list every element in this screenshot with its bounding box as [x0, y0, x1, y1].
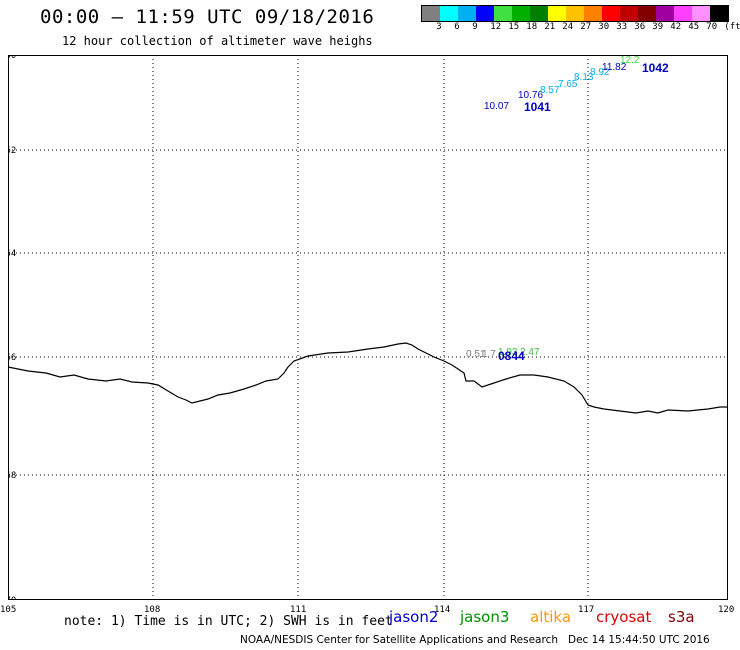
legend-swatch [476, 6, 494, 21]
swh-value: 11.82 [602, 62, 627, 73]
legend-label: 24 [562, 22, 574, 32]
legend-swatch [548, 6, 566, 21]
legend-swatch [602, 6, 620, 21]
longitude-label: 111 [290, 605, 307, 615]
swh-value: 1.7 [482, 349, 496, 360]
antarctic-coastline [8, 342, 728, 414]
legend-label: 70 [706, 22, 718, 32]
swh-value: 8.92 [590, 67, 610, 78]
legend-label: 6 [454, 22, 460, 32]
map-canvas: -60 -62 -64 -66 -68 -70 10.07 10.768.577.658.1… [8, 55, 728, 600]
longitude-label: 105 [0, 605, 17, 615]
legend-label: 12 [490, 22, 502, 32]
satellite-legend-item: altika [530, 608, 572, 626]
track-time-label: 1042 [642, 61, 669, 75]
swh-value: 8.57 [540, 85, 560, 96]
swh-value: 0.51 [466, 349, 486, 360]
swh-value: 2.47 [520, 347, 540, 358]
legend-label: 15 [508, 22, 520, 32]
swh-value: 12.2 [620, 55, 640, 66]
credit-text: NOAA/NESDIS Center for Satellite Applica… [240, 634, 710, 646]
swh-value: 10.07 [484, 101, 509, 112]
legend-swatch [440, 6, 458, 21]
latitude-label: -70 [8, 596, 16, 600]
satellite-legend-item: s3a [668, 608, 695, 626]
color-legend-bar [421, 5, 729, 22]
latitude-label: -64 [8, 249, 16, 259]
swh-value: 1.93 [498, 347, 518, 358]
map-frame [8, 55, 728, 600]
satellite-legend-item: jason3 [460, 608, 510, 626]
latitude-label: -66 [8, 353, 16, 363]
legend-label: 21 [544, 22, 556, 32]
legend-label: 33 [616, 22, 628, 32]
legend-label: 36 [634, 22, 646, 32]
legend-label: 39 [652, 22, 664, 32]
legend-swatch [692, 6, 710, 21]
graticule: -60 -62 -64 -66 -68 -70 [8, 55, 728, 600]
swh-values: 10.0710.768.577.658.138.9211.8212.20.511… [466, 55, 669, 363]
legend-swatch [530, 6, 548, 21]
longitude-label: 108 [144, 605, 161, 615]
longitude-label: 114 [434, 605, 451, 615]
legend-label: 42 [670, 22, 682, 32]
swh-value: 8.13 [574, 72, 594, 83]
legend-swatch [584, 6, 602, 21]
legend-swatch [458, 6, 476, 21]
legend-label: 3 [436, 22, 442, 32]
longitude-label: 120 [718, 605, 735, 615]
legend-swatch [566, 6, 584, 21]
legend-swatch [710, 6, 728, 21]
swh-value: 10.76 [518, 90, 543, 101]
legend-label: (ft) [724, 22, 740, 32]
legend-swatch [422, 6, 440, 21]
satellite-legend-item: cryosat [596, 608, 652, 626]
swh-value: 7.65 [558, 79, 578, 90]
legend-swatch [620, 6, 638, 21]
satellite-legend-item: jason2 [389, 608, 439, 626]
map-area: -60 -62 -64 -66 -68 -70 10.07 10.768.577.658.1… [8, 55, 728, 600]
legend-swatch [656, 6, 674, 21]
latitude-label: -68 [8, 471, 16, 481]
legend-swatch [638, 6, 656, 21]
latitude-label: -60 [8, 55, 16, 61]
legend-label: 30 [598, 22, 610, 32]
legend-label: 18 [526, 22, 538, 32]
legend-swatch [674, 6, 692, 21]
legend-label: 27 [580, 22, 592, 32]
legend-swatch [512, 6, 530, 21]
track-time-label: 1041 [524, 100, 551, 114]
note-text: note: 1) Time is in UTC; 2) SWH is in fe… [64, 614, 393, 629]
map-subtitle: 12 hour collection of altimeter wave hei… [62, 34, 373, 48]
track-time-label: 0844 [498, 349, 525, 363]
latitude-label: -62 [8, 146, 16, 156]
legend-swatch [494, 6, 512, 21]
map-title: 00:00 – 11:59 UTC 09/18/2016 [40, 6, 375, 28]
legend-label: 45 [688, 22, 700, 32]
legend-label: 9 [472, 22, 478, 32]
longitude-label: 117 [578, 605, 595, 615]
